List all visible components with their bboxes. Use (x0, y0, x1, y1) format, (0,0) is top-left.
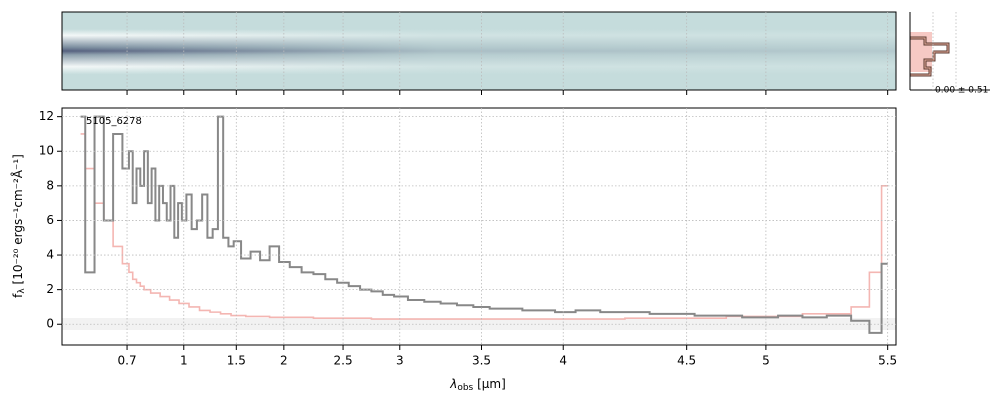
spectrum-line (80, 115, 888, 334)
y-tick-label: 8 (46, 178, 54, 192)
x-tick-label: 4 (559, 354, 567, 368)
y-tick-label: 0 (46, 317, 54, 331)
x-tick-label: 5.5 (878, 354, 897, 368)
series (80, 133, 888, 320)
y-tick-label: 6 (46, 213, 54, 227)
spectrum-line (80, 133, 888, 320)
y-tick-label: 2 (46, 282, 54, 296)
x-tick-label: 2 (280, 354, 288, 368)
x-tick-label: 5 (762, 354, 770, 368)
x-tick-label: 3 (396, 354, 404, 368)
x-tick-label: 0.7 (118, 354, 137, 368)
x-tick-label: 1.5 (227, 354, 246, 368)
y-tick-label: 4 (46, 248, 54, 262)
x-tick-label: 2.5 (334, 354, 353, 368)
profile-label: 0.00 ± 0.51 (935, 86, 988, 96)
x-label-symbol: λ (449, 377, 457, 391)
plot-frame (61, 107, 897, 346)
x-tick-label: 4.5 (677, 354, 696, 368)
profile-panel: 0.00 ± 0.51 (909, 12, 990, 96)
y-label-unit: [10⁻²⁰ ergs⁻¹cm⁻²Å⁻¹] (10, 154, 25, 288)
x-label-sub: obs (457, 383, 473, 393)
x-label-unit: [μm] (473, 377, 506, 391)
x-axis-label: λobs [μm] (449, 377, 506, 393)
y-label-sub: λ (17, 288, 27, 294)
series (80, 115, 888, 334)
y-label-symbol: f (11, 293, 25, 298)
y-tick-label: 10 (39, 144, 54, 158)
y-axis-label: fλ [10⁻²⁰ ergs⁻¹cm⁻²Å⁻¹] (10, 154, 27, 298)
x-tick-label: 3.5 (472, 354, 491, 368)
y-tick-label: 12 (39, 109, 54, 123)
x-tick-label: 1 (180, 354, 188, 368)
spectrum-2d (61, 11, 897, 91)
object-label: 5105_6278 (86, 116, 142, 127)
